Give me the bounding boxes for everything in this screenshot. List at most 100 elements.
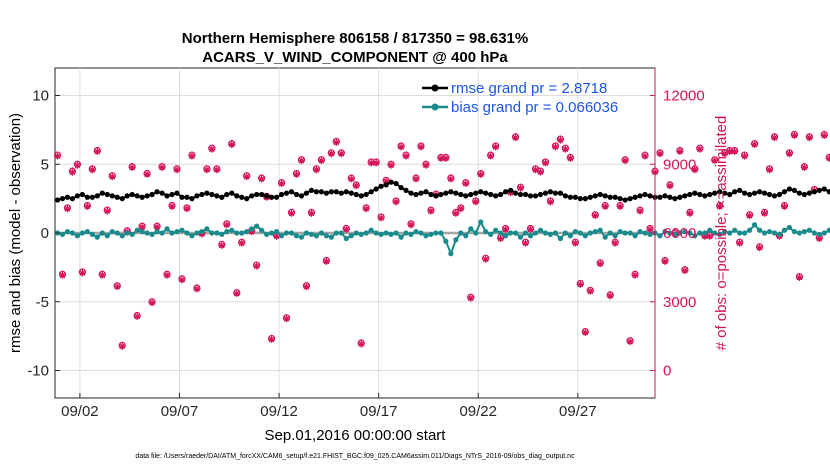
obs-assimilated-marker — [731, 148, 739, 155]
series-point-bias — [448, 251, 454, 257]
series-point-rmse — [448, 189, 454, 195]
series-point-bias — [552, 230, 559, 236]
obs-assimilated-marker — [487, 152, 495, 160]
y-axis-right-label: # of obs: o=possible; ×=assimilated — [713, 116, 730, 351]
series-point-rmse — [478, 189, 484, 195]
y-axis-left-label: rmse and bias (model - observation) — [7, 113, 24, 353]
series-point-rmse — [761, 190, 768, 196]
series-point-rmse — [722, 190, 728, 196]
series-point-bias — [557, 235, 563, 242]
series-point-bias — [727, 230, 733, 236]
series-point-rmse — [358, 193, 364, 199]
series-point-rmse — [273, 194, 280, 200]
axis-ticks: 09/02 09/07 09/12 09/17 09/22 09/27 10 5 0 -5 -10 1… — [27, 68, 705, 420]
obs-assimilated-marker — [611, 239, 619, 247]
obs-assimilated-marker — [218, 241, 226, 249]
obs-assimilated-marker — [641, 152, 649, 160]
series-point-rmse — [388, 179, 394, 185]
obs-assimilated-marker — [696, 145, 704, 153]
obs-assimilated-marker — [228, 141, 236, 149]
obs-assimilated-marker — [397, 143, 405, 151]
series-point-rmse — [786, 186, 793, 192]
obs-assimilated-marker — [203, 166, 211, 174]
series-point-rmse — [443, 190, 449, 196]
y-right-tick-label: 3000 — [663, 294, 696, 311]
series-point-bias — [826, 227, 830, 233]
series-point-bias — [408, 231, 414, 237]
series-point-rmse — [473, 190, 479, 196]
series-point-rmse — [114, 194, 120, 200]
series-point-rmse — [766, 191, 773, 198]
footnote: data file: /Users/raeder/DAI/ATM_forcXX/… — [135, 453, 575, 460]
series-point-rmse — [751, 190, 758, 196]
series-point-rmse — [124, 193, 130, 199]
series-point-rmse — [662, 193, 668, 199]
series-point-rmse — [552, 190, 559, 196]
obs-assimilated-marker — [646, 225, 654, 233]
obs-assimilated-marker — [546, 198, 554, 206]
series-point-bias — [224, 229, 230, 235]
obs-assimilated-marker — [820, 131, 828, 139]
series-point-rmse — [463, 193, 469, 199]
series-point-rmse — [109, 193, 115, 199]
series-point-bias — [134, 227, 140, 233]
obs-assimilated-marker — [178, 276, 186, 284]
series-point-bias — [244, 229, 250, 235]
series-point-bias — [632, 233, 638, 239]
series-point-bias — [597, 227, 603, 233]
series-point-rmse — [503, 189, 509, 195]
obs-assimilated-marker — [288, 209, 296, 217]
obs-assimilated-marker — [243, 173, 251, 181]
series-point-rmse — [747, 191, 753, 198]
series-point-rmse — [791, 187, 798, 193]
series-point-rmse — [89, 194, 95, 200]
obs-assimilated-marker — [153, 223, 161, 231]
series-point-rmse — [542, 190, 549, 196]
obs-assimilated-marker — [716, 203, 724, 210]
obs-assimilated-marker — [462, 180, 470, 188]
series-point-bias — [662, 229, 668, 235]
obs-assimilated-marker — [292, 170, 300, 178]
series-point-rmse — [323, 190, 329, 196]
legend-rmse-marker — [431, 84, 439, 92]
series-point-bias — [403, 230, 409, 236]
series-point-bias — [59, 231, 66, 237]
series-point-rmse — [816, 187, 822, 193]
series-point-bias — [333, 230, 339, 236]
series-point-rmse — [179, 194, 185, 200]
series-point-rmse — [224, 191, 230, 198]
series-point-bias — [288, 230, 295, 236]
series-point-rmse — [104, 191, 110, 198]
obs-assimilated-marker — [556, 136, 564, 144]
obs-assimilated-marker — [751, 141, 759, 149]
series-point-rmse — [468, 191, 474, 198]
x-tick-label: 09/07 — [161, 403, 199, 420]
series-point-bias — [572, 229, 578, 235]
series-point-bias — [194, 230, 200, 236]
series-point-rmse — [338, 190, 344, 196]
obs-assimilated-marker — [512, 134, 520, 142]
series-point-rmse — [259, 191, 265, 198]
obs-assimilated-marker — [477, 170, 485, 178]
series-point-bias — [657, 233, 663, 239]
obs-assimilated-marker — [482, 255, 490, 263]
series-point-bias — [249, 226, 255, 232]
series-point-bias — [398, 234, 404, 240]
series-point-bias — [313, 233, 320, 239]
obs-assimilated-marker — [402, 152, 410, 160]
series-point-bias — [413, 229, 419, 235]
series-point-bias — [627, 230, 633, 236]
obs-assimilated-marker — [536, 168, 544, 176]
obs-assimilated-marker — [666, 182, 674, 190]
obs-assimilated-marker — [457, 205, 465, 213]
series-point-bias — [443, 238, 449, 244]
series-point-rmse — [278, 191, 285, 198]
obs-assimilated-marker — [98, 271, 106, 279]
series-point-rmse — [587, 194, 593, 200]
series-point-rmse — [189, 196, 195, 202]
series-point-bias — [796, 230, 802, 236]
series-point-bias — [697, 230, 703, 236]
obs-assimilated-marker — [322, 258, 330, 265]
series-point-rmse — [209, 191, 215, 198]
series-point-bias — [69, 230, 76, 236]
